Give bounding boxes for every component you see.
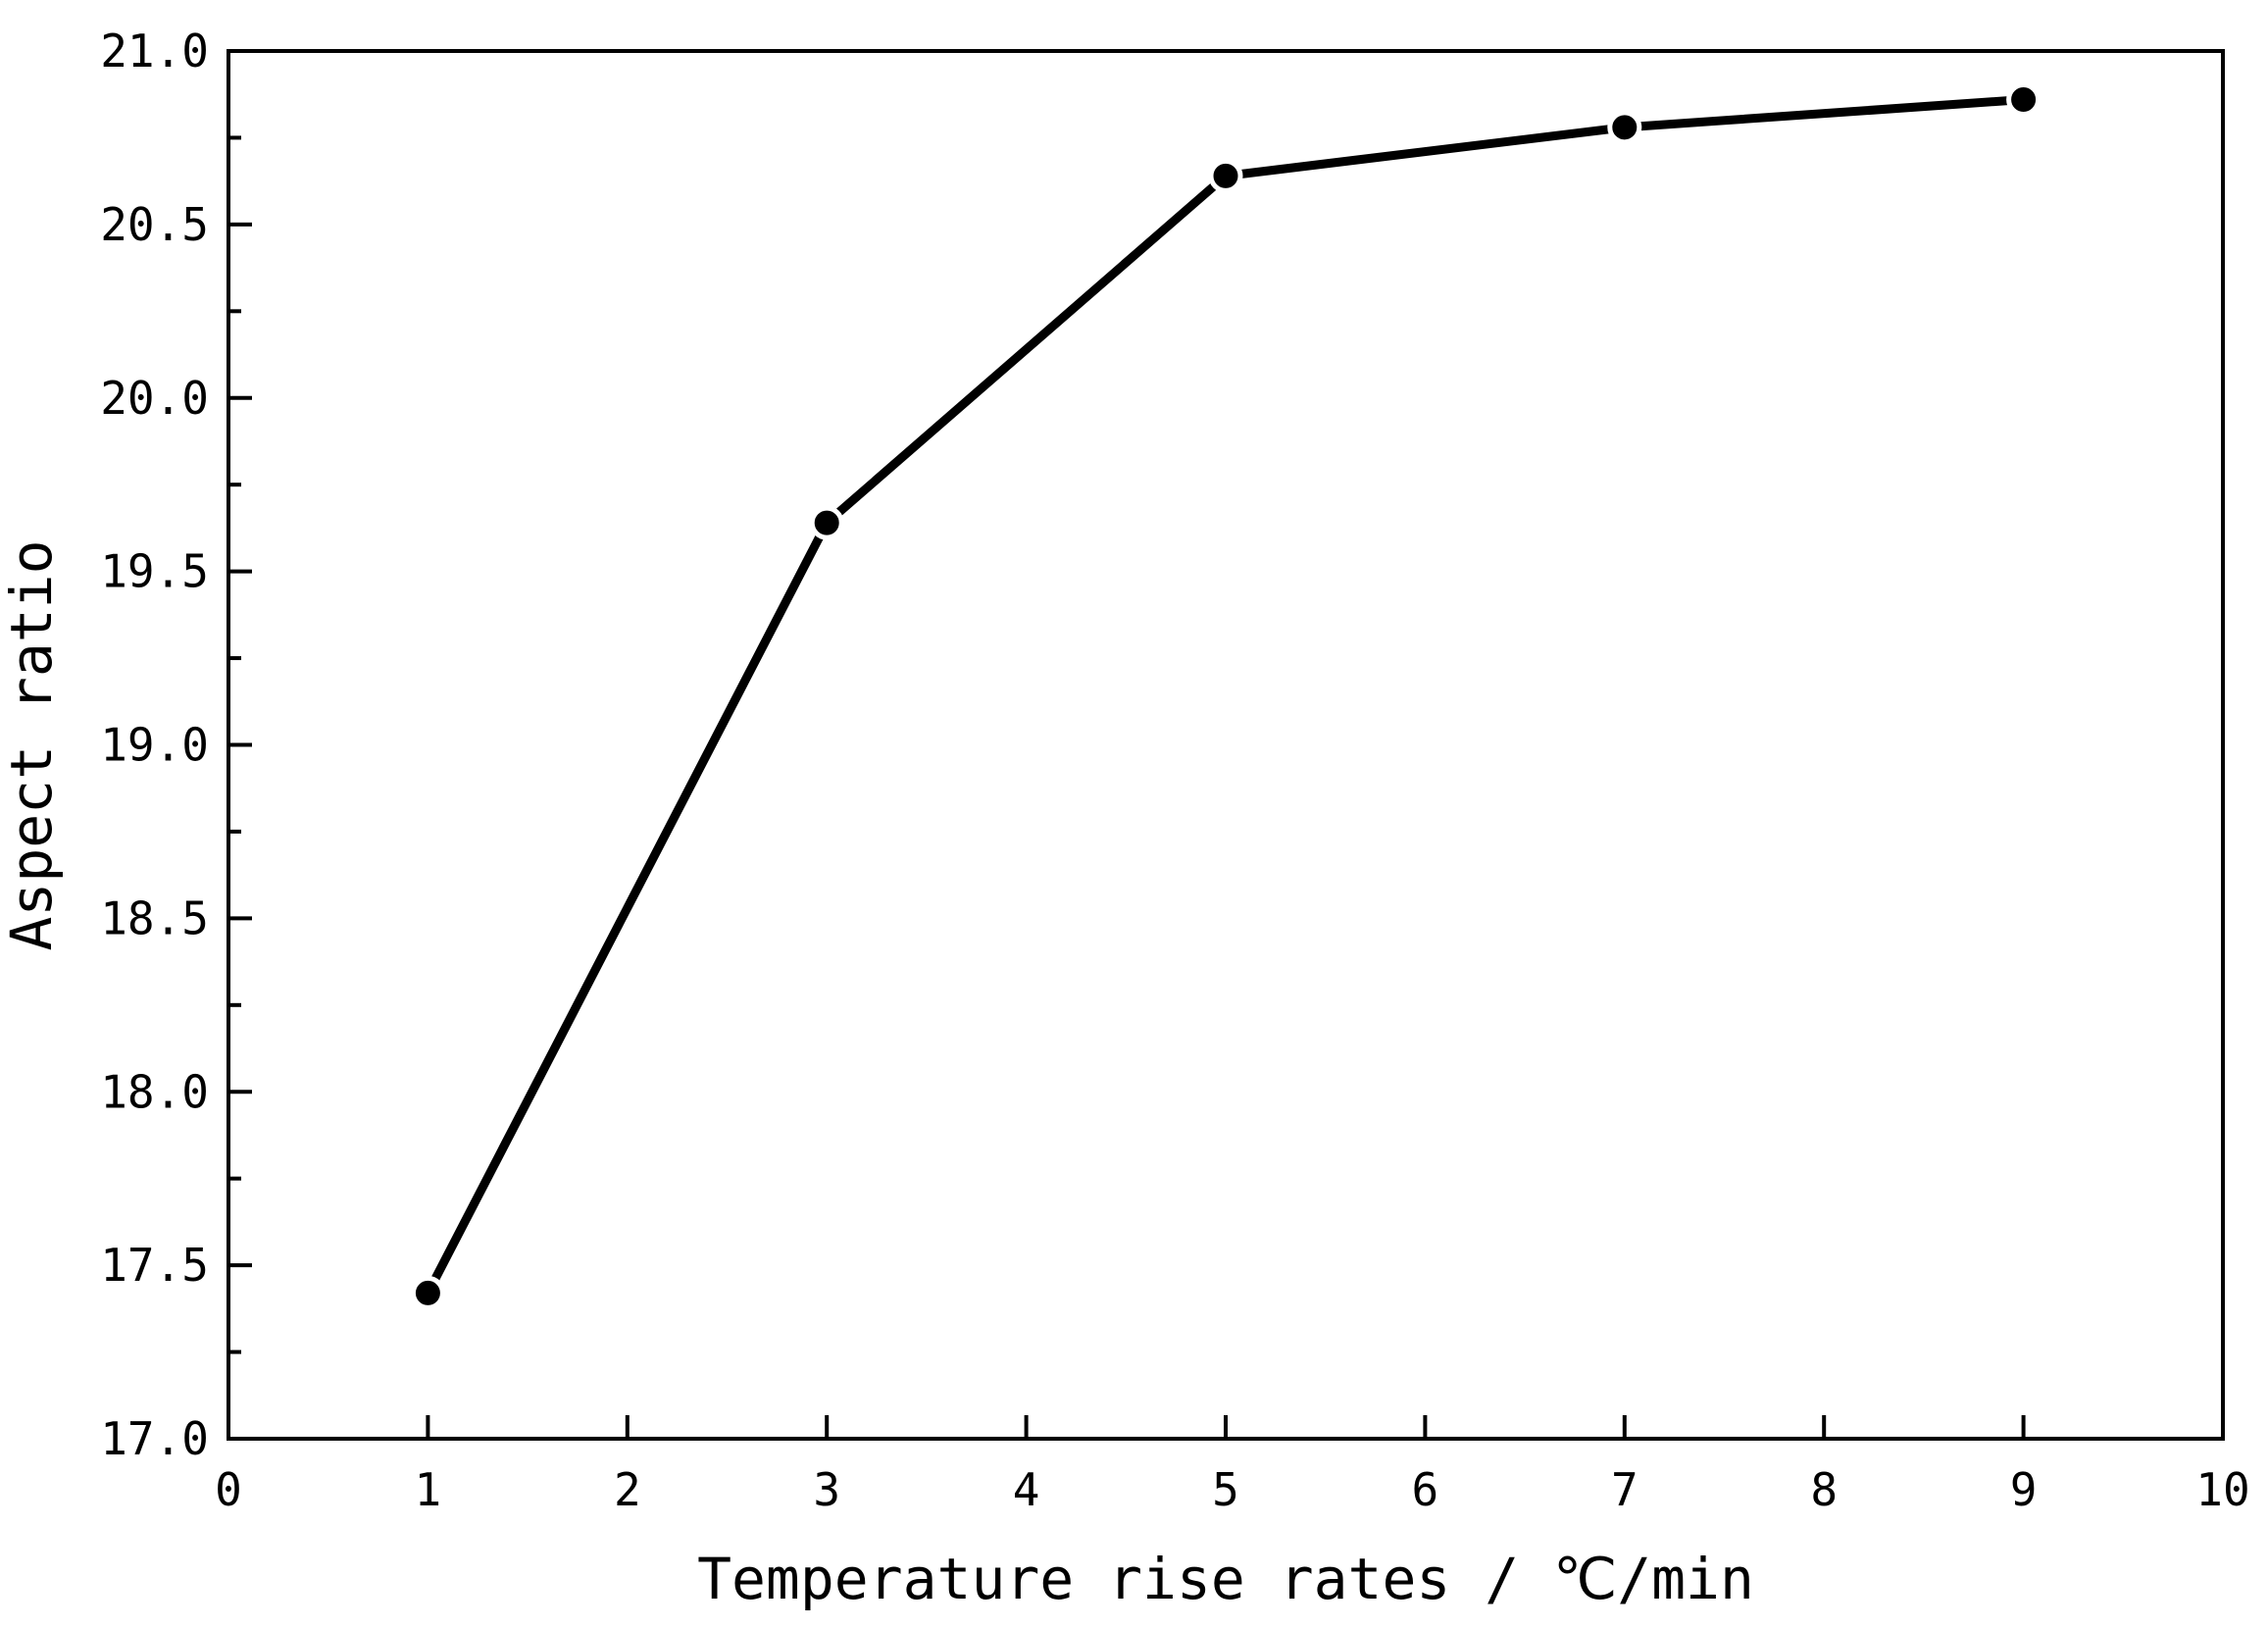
- x-tick-label: 6: [1412, 1463, 1439, 1516]
- data-point: [410, 1275, 445, 1310]
- x-tick-label: 8: [1810, 1463, 1838, 1516]
- x-tick-label: 5: [1212, 1463, 1239, 1516]
- y-tick-label: 19.5: [100, 545, 209, 598]
- series-layer: [410, 82, 2041, 1310]
- y-tick-label: 18.0: [100, 1065, 209, 1118]
- x-tick-label: 4: [1013, 1463, 1040, 1516]
- y-tick-label: 20.0: [100, 372, 209, 425]
- y-tick-label: 17.0: [100, 1412, 209, 1465]
- series-line: [424, 95, 2024, 1296]
- y-tick-label: 17.5: [100, 1239, 209, 1292]
- x-axis: 0 1 2 3 4 5 6 7 8 9 10: [215, 1415, 2250, 1516]
- plot-frame: [227, 49, 2225, 1441]
- x-tick-label: 1: [415, 1463, 442, 1516]
- y-tick-label: 20.5: [100, 198, 209, 251]
- y-tick-label: 19.0: [100, 719, 209, 772]
- x-tick-label: 10: [2195, 1463, 2249, 1516]
- y-axis-title: Aspect ratio: [0, 539, 65, 950]
- x-tick-label: 9: [2010, 1463, 2038, 1516]
- x-axis-title: Temperature rise rates / ℃/min: [697, 1546, 1754, 1612]
- data-point: [1208, 158, 1243, 193]
- x-tick-label: 7: [1611, 1463, 1638, 1516]
- data-point: [1607, 110, 1642, 145]
- x-tick-label: 3: [813, 1463, 840, 1516]
- x-tick-label: 0: [215, 1463, 242, 1516]
- x-tick-label: 2: [614, 1463, 641, 1516]
- y-tick-label: 18.5: [100, 891, 209, 944]
- data-point: [809, 505, 844, 540]
- data-point: [2006, 82, 2041, 118]
- y-tick-label: 21.0: [100, 25, 209, 77]
- y-axis: 17.0 17.5 18.0 18.5 19.0 19.5 20.0 20.5 21.0: [100, 25, 252, 1465]
